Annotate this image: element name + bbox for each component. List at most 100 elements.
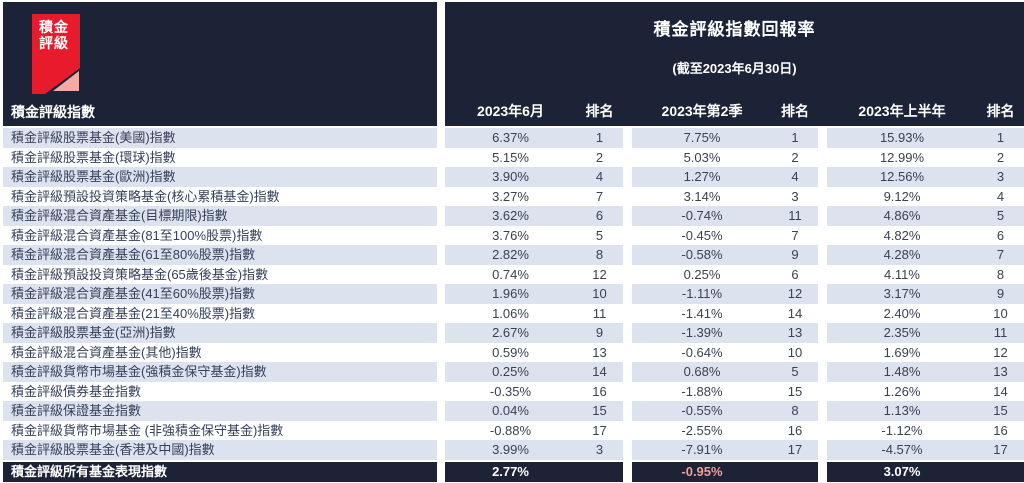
column-gap — [437, 128, 445, 148]
report-subtitle: (截至2023年6月30日) — [672, 61, 797, 76]
row-label: 積金評級股票基金(環球)指數 — [11, 149, 176, 165]
june-rank: 14 — [576, 362, 623, 382]
table-row: 積金評級預設投資策略基金(65歲後基金)指數 0.74% 12 0.25% 6 … — [3, 265, 1024, 285]
header-left-panel: 積金 評級 積金評級指數 — [3, 2, 437, 126]
h1-rank: 2 — [996, 149, 1005, 165]
q2-rank: 11 — [772, 206, 818, 226]
june-rank: 10 — [576, 284, 623, 304]
june-rank: 16 — [592, 383, 607, 399]
h1-rank: 13 — [977, 362, 1024, 382]
q2-rank: 4 — [772, 167, 818, 187]
row-label: 積金評級股票基金(亞洲)指數 — [3, 323, 437, 343]
col-header-june: 2023年6月 — [477, 103, 544, 119]
q2-rank: 14 — [787, 305, 803, 321]
h1-return: 1.69% — [883, 344, 921, 360]
h1-rank: 7 — [977, 245, 1024, 265]
column-gap — [437, 323, 445, 343]
column-gap — [437, 401, 445, 421]
h1-return: 1.48% — [827, 362, 977, 382]
june-return: 5.15% — [492, 149, 529, 165]
row-label: 積金評級混合資產基金(41至60%股票)指數 — [3, 284, 437, 304]
report-header: 積金 評級 積金評級指數 積金評級指數回報率 (截至2023年6月30日) 20… — [3, 2, 1024, 126]
h1-return: 12.56% — [827, 167, 977, 187]
h1-return: 4.86% — [827, 206, 977, 226]
q2-return: 5.03% — [683, 149, 721, 165]
h1-rank: 1 — [977, 128, 1024, 148]
q2-return: 0.68% — [632, 362, 772, 382]
row-label: 積金評級混合資產基金(61至80%股票)指數 — [3, 245, 437, 265]
table-row: 積金評級混合資產基金(目標期限)指數 3.62% 6 -0.74% 11 4.8… — [3, 206, 1024, 226]
h1-return: 1.26% — [883, 383, 921, 399]
column-gap — [818, 401, 827, 421]
table-body: 積金評級股票基金(美國)指數 6.37% 1 7.75% 1 15.93% 1 … — [3, 128, 1024, 460]
h1-rank: 10 — [993, 305, 1008, 321]
table-row: 積金評級股票基金(香港及中國)指數 3.99% 3 -7.91% 17 -4.5… — [3, 440, 1024, 460]
q2-return: 3.14% — [683, 188, 721, 204]
column-gap — [818, 343, 827, 363]
column-gap — [437, 343, 445, 363]
q2-return: -1.41% — [681, 305, 723, 321]
column-gap — [818, 265, 827, 285]
column-gap — [818, 284, 827, 304]
june-rank: 5 — [595, 227, 604, 243]
column-gap — [437, 284, 445, 304]
section-gap — [437, 2, 445, 126]
june-rank: 17 — [592, 422, 607, 438]
column-gap — [818, 128, 827, 148]
june-rank: 13 — [592, 344, 607, 360]
table-row: 積金評級混合資產基金(41至60%股票)指數 1.96% 10 -1.11% 1… — [3, 284, 1024, 304]
column-gap — [437, 167, 445, 187]
mpf-ratings-logo: 積金 評級 — [32, 14, 80, 94]
q2-return: -7.91% — [632, 440, 772, 460]
june-rank: 4 — [576, 167, 623, 187]
table-row: 積金評級股票基金(環球)指數 5.15% 2 5.03% 2 12.99% 2 — [3, 148, 1024, 168]
june-rank: 12 — [592, 266, 607, 282]
summary-june-rank — [576, 461, 623, 482]
column-gap — [818, 187, 827, 207]
column-gap — [818, 304, 827, 324]
h1-return: 2.40% — [883, 305, 921, 321]
q2-rank: 10 — [787, 344, 803, 360]
column-gap — [818, 362, 827, 382]
column-headers: 2023年6月 排名 2023年第2季 排名 2023年上半年 排名 — [445, 101, 1024, 126]
table-row: 積金評級混合資產基金(81至100%股票)指數 3.76% 5 -0.45% 7… — [3, 226, 1024, 246]
row-label: 積金評級股票基金(歐洲)指數 — [3, 167, 437, 187]
summary-h1-return: 3.07% — [827, 461, 977, 482]
table-row: 積金評級股票基金(歐洲)指數 3.90% 4 1.27% 4 12.56% 3 — [3, 167, 1024, 187]
june-return: -0.88% — [489, 422, 532, 438]
column-gap — [623, 226, 632, 246]
column-gap — [623, 362, 632, 382]
col-header-q2: 2023年第2季 — [661, 103, 743, 119]
h1-return: 15.93% — [827, 128, 977, 148]
h1-return: 9.12% — [883, 188, 921, 204]
june-rank: 7 — [595, 188, 604, 204]
summary-row: 積金評級所有基金表現指數 2.77% -0.95% 3.07% — [3, 461, 1024, 482]
column-gap — [623, 101, 632, 121]
q2-rank: 16 — [787, 422, 803, 438]
column-gap — [623, 304, 632, 324]
table-row: 積金評級預設投資策略基金(核心累積基金)指數 3.27% 7 3.14% 3 9… — [3, 187, 1024, 207]
row-label: 積金評級預設投資策略基金(65歲後基金)指數 — [11, 266, 269, 282]
q2-return: -0.64% — [681, 344, 723, 360]
column-gap — [623, 128, 632, 148]
q2-return: 7.75% — [632, 128, 772, 148]
column-gap — [818, 462, 827, 482]
h1-rank: 5 — [977, 206, 1024, 226]
column-gap — [437, 226, 445, 246]
h1-return: 1.13% — [827, 401, 977, 421]
q2-rank: 17 — [772, 440, 818, 460]
column-gap — [623, 343, 632, 363]
column-gap — [818, 226, 827, 246]
column-gap — [818, 206, 827, 226]
column-gap — [818, 323, 827, 343]
column-gap — [623, 245, 632, 265]
header-right-panel: 積金評級指數回報率 (截至2023年6月30日) 2023年6月 排名 2023… — [445, 2, 1024, 126]
column-gap — [623, 462, 632, 482]
column-gap — [623, 382, 632, 402]
row-label: 積金評級股票基金(美國)指數 — [3, 128, 437, 148]
h1-rank: 6 — [996, 227, 1005, 243]
row-label: 積金評級貨幣市場基金 (非強積金保守基金)指數 — [11, 422, 284, 438]
column-gap — [623, 206, 632, 226]
q2-return: -2.55% — [681, 422, 723, 438]
col-header-rank-2: 排名 — [781, 103, 809, 119]
